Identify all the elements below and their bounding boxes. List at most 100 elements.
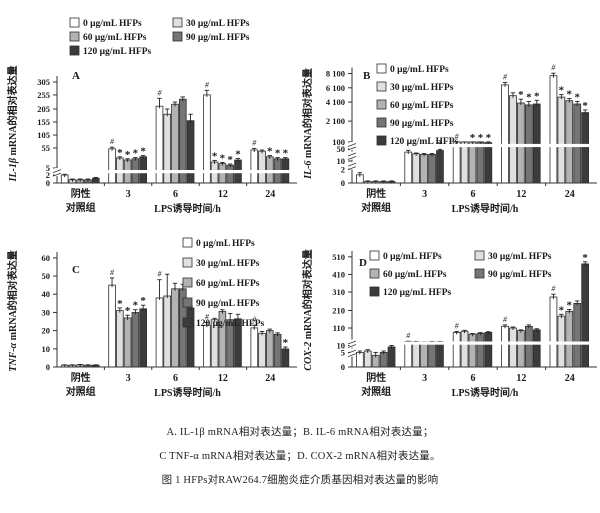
sig-hash-mark: # — [551, 63, 556, 72]
bar — [573, 303, 582, 368]
y-tick-label: 305 — [37, 77, 50, 87]
legend-label: 30 μg/mL HFPs — [488, 252, 552, 262]
bar — [509, 95, 517, 184]
bar — [428, 153, 436, 184]
bar — [581, 112, 590, 184]
bar — [273, 333, 282, 368]
bar — [581, 263, 590, 368]
bar — [250, 327, 259, 368]
y-tick-label: 2 — [341, 164, 345, 174]
legend-swatch — [182, 297, 193, 308]
bar — [218, 163, 227, 184]
y-tick-label: 105 — [37, 130, 50, 140]
sig-star-mark: * — [212, 150, 218, 162]
legend-label: 90 μg/mL HFPs — [196, 299, 260, 309]
x-category-label: 6 — [173, 373, 178, 384]
bar — [226, 164, 235, 184]
caption-figure-title: 图 1 HFPs对RAW264.7细胞炎症介质基因相对表达量的影响 — [161, 475, 439, 486]
y-tick-label: 210 — [332, 305, 345, 315]
axis-break-squiggle — [347, 166, 357, 171]
bar — [565, 100, 574, 184]
bar — [436, 341, 444, 368]
bar — [139, 308, 148, 368]
axis-break-gap — [349, 339, 355, 348]
sig-star-mark: * — [534, 90, 540, 102]
legend-label: 60 μg/mL HFPs — [83, 33, 147, 43]
axis-break-gap — [349, 348, 355, 357]
sig-star-mark: * — [133, 148, 139, 160]
bar — [468, 333, 477, 368]
bar — [420, 341, 428, 368]
x-category-label-line2: 对照组 — [361, 201, 391, 214]
panel-letter: D — [359, 257, 367, 269]
x-category-label: 阴性 — [366, 371, 386, 384]
y-axis-title: COX-2 mRNA的相对表达量 — [301, 249, 314, 370]
bar — [258, 332, 266, 368]
sig-star-mark: * — [470, 132, 476, 144]
x-category-label: 6 — [471, 189, 476, 200]
bar — [420, 153, 428, 184]
x-category-label: 6 — [471, 373, 476, 384]
sig-star-mark: * — [567, 300, 573, 312]
sig-hash-mark: # — [252, 315, 257, 324]
x-category-label-line2: 对照组 — [66, 385, 96, 398]
legend-swatch — [172, 17, 183, 28]
y-tick-label: 0 — [341, 362, 345, 372]
bar — [265, 330, 274, 368]
x-axis-title: LPS诱导时间/h — [452, 386, 519, 399]
x-category-label: 阴性 — [366, 187, 386, 200]
sig-star-mark: * — [582, 252, 588, 264]
legend-label: 0 μg/mL HFPs — [390, 65, 449, 75]
legend-label: 60 μg/mL HFPs — [390, 101, 454, 111]
bar — [131, 312, 140, 368]
sig-star-mark: * — [518, 89, 524, 101]
bar — [258, 150, 266, 184]
bar — [412, 153, 420, 184]
legend-swatch — [376, 81, 387, 92]
y-axis-title: IL-6 mRNA的相对表达量 — [301, 68, 314, 180]
x-category-label: 24 — [565, 373, 575, 384]
bar — [460, 141, 469, 184]
y-tick-label: 55 — [42, 143, 51, 153]
bar — [468, 141, 477, 184]
sig-star-mark: * — [283, 148, 289, 160]
legend-swatch — [369, 268, 380, 279]
bar — [501, 325, 509, 368]
legend-label: 120 μg/mL HFPs — [196, 319, 264, 329]
bar — [509, 327, 517, 368]
y-tick-label: 0 — [46, 178, 50, 188]
axis-break-squiggle — [52, 169, 62, 173]
bar — [484, 142, 493, 184]
sig-hash-mark: # — [252, 138, 257, 147]
sig-star-mark: * — [559, 85, 565, 97]
chart-panel-a: # * * * * # # * * * * # * * * 0 2 5 55 105 155 205 255 305 阴性 对照组… — [0, 0, 300, 230]
bar — [565, 310, 574, 368]
bar — [108, 148, 116, 184]
bar — [265, 156, 274, 184]
y-tick-label: 6 100 — [326, 83, 345, 93]
sig-star-mark: * — [275, 148, 281, 160]
bar — [557, 96, 566, 184]
legend-label: 90 μg/mL HFPs — [390, 119, 454, 129]
sig-hash-mark: # — [157, 270, 162, 279]
legend-label: 30 μg/mL HFPs — [196, 259, 260, 269]
sig-hash-mark: # — [157, 88, 162, 97]
sig-star-mark: * — [140, 146, 146, 158]
y-tick-label: 0 — [341, 178, 345, 188]
x-category-label: 12 — [516, 189, 526, 200]
sig-hash-mark: # — [406, 331, 411, 340]
legend-swatch — [376, 135, 387, 146]
sig-star-mark: * — [125, 149, 131, 161]
legend-label: 120 μg/mL HFPs — [83, 47, 151, 57]
sig-hash-mark: # — [205, 80, 210, 89]
sig-hash-mark: # — [455, 322, 460, 331]
legend-swatch — [69, 17, 80, 28]
y-tick-label: 310 — [332, 287, 345, 297]
bar — [452, 332, 461, 368]
legend-swatch — [182, 277, 193, 288]
